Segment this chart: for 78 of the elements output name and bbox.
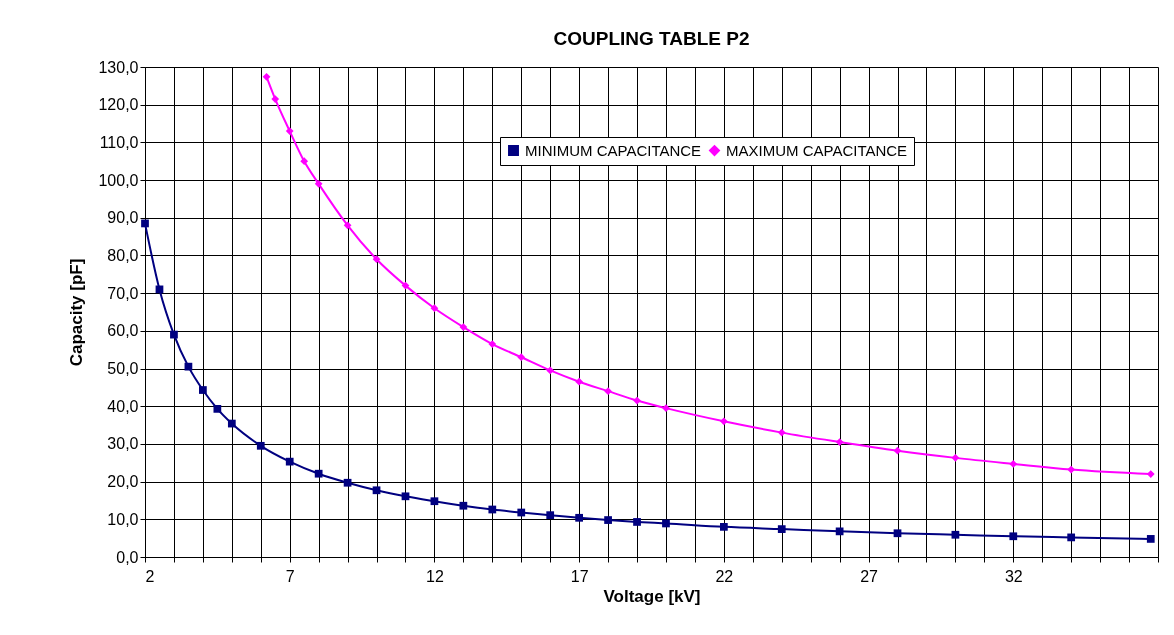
point (633, 396, 641, 405)
point (719, 522, 728, 531)
x-tick-label: 12 (426, 567, 444, 585)
y-tick-label: 80,0 (107, 246, 139, 264)
point (777, 428, 786, 437)
point (1146, 470, 1155, 478)
point (719, 417, 728, 426)
legend-label: MAXIMUM CAPACITANCE (726, 141, 908, 159)
point (575, 513, 584, 522)
point (1067, 465, 1076, 474)
point (1009, 460, 1018, 468)
point (184, 362, 193, 371)
x-tick-label: 2 (145, 567, 155, 585)
point (343, 221, 352, 230)
point (517, 353, 526, 362)
y-tick-label: 120,0 (98, 96, 139, 114)
point (314, 469, 323, 478)
y-tick-label: 60,0 (107, 322, 139, 340)
point (777, 525, 786, 533)
x-axis-title: Voltage [kV] (603, 586, 701, 606)
point (430, 304, 439, 313)
point (604, 516, 612, 524)
point (488, 340, 497, 348)
point (835, 438, 844, 446)
y-tick-label: 20,0 (107, 473, 139, 491)
y-axis-title: Capacity [pF] (67, 258, 87, 367)
x-tick-label: 17 (570, 567, 589, 585)
point (488, 505, 497, 514)
point (546, 511, 555, 520)
point (951, 530, 960, 539)
point (430, 497, 439, 506)
y-tick-label: 130,0 (98, 58, 139, 76)
point (401, 492, 410, 501)
point (372, 486, 381, 495)
point (314, 179, 323, 188)
y-tick-label: 40,0 (107, 397, 139, 415)
point (213, 405, 222, 413)
point (662, 404, 670, 412)
y-tick-label: 30,0 (107, 435, 139, 453)
point (300, 157, 309, 166)
y-tick-label: 50,0 (107, 360, 139, 378)
point (285, 127, 294, 135)
point (459, 323, 468, 331)
point (835, 527, 844, 536)
x-tick-label: 27 (860, 567, 879, 585)
y-tick-label: 110,0 (99, 133, 139, 151)
point (227, 419, 236, 428)
point (372, 255, 381, 264)
y-tick-label: 10,0 (107, 510, 139, 528)
point (199, 386, 207, 394)
point (271, 95, 280, 103)
point (343, 478, 352, 487)
point (256, 441, 265, 450)
point (604, 387, 612, 396)
point (1009, 532, 1018, 541)
point (1146, 535, 1155, 543)
point (546, 366, 555, 375)
point (459, 501, 468, 510)
x-tick-label: 22 (715, 567, 734, 585)
y-tick-label: 100,0 (98, 171, 139, 189)
point (662, 519, 670, 528)
x-tick-label: 7 (285, 567, 295, 585)
point (285, 457, 294, 466)
y-tick-label: 90,0 (107, 209, 139, 227)
x-tick-label: 32 (1004, 567, 1023, 585)
legend-label: MINIMUM CAPACITANCE (525, 141, 702, 159)
y-tick-label: 0,0 (116, 548, 139, 566)
point (262, 72, 271, 81)
point (575, 377, 584, 386)
point (951, 454, 960, 462)
y-tick-label: 70,0 (107, 284, 139, 302)
point (633, 518, 641, 526)
point (170, 330, 178, 339)
point (893, 446, 902, 455)
point (517, 508, 526, 517)
chart-title: COUPLING TABLE P2 (553, 28, 750, 49)
point (893, 529, 902, 538)
point (1067, 533, 1076, 542)
